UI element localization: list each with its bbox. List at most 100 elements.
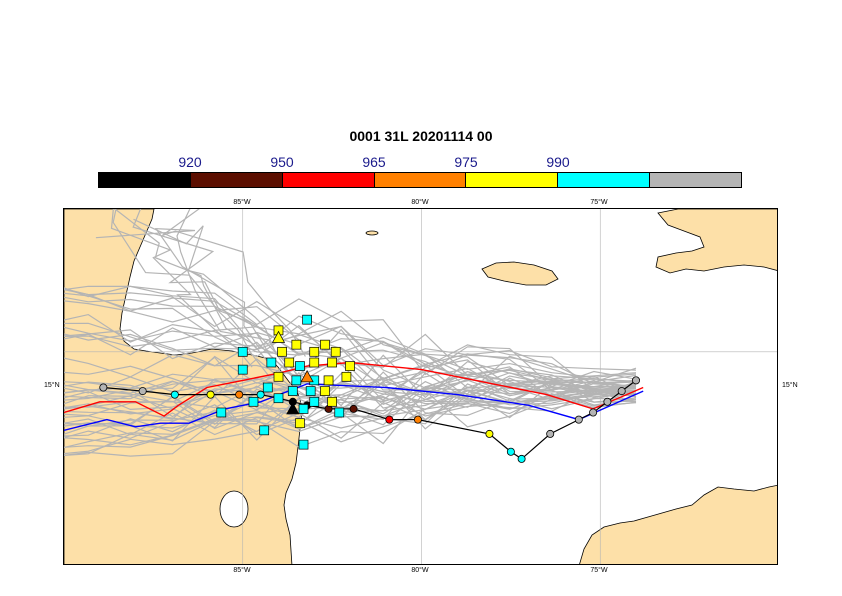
track-point [603,397,612,406]
ensemble-square [266,357,277,368]
ensemble-square [284,357,295,368]
ensemble-track [64,382,637,455]
track-point [574,415,583,424]
island-land [365,230,379,236]
land-layer [64,209,777,564]
ensemble-track [114,209,272,366]
ensemble-square [341,371,352,382]
track-point [99,383,108,392]
track-point [632,376,641,385]
ensemble-square [298,439,309,450]
colorbar-label: 950 [270,154,294,170]
ensemble-triangle [286,402,300,415]
ensemble-triangle [271,330,286,343]
colorbar-segment [374,173,467,187]
ensemble-track [133,218,301,372]
lake-nicaragua [219,490,249,528]
ensemble-square [320,386,330,396]
ensemble-square [345,361,355,371]
ensemble-square [309,346,320,357]
ensemble-square [330,346,341,357]
ensemble-square [237,364,248,375]
graticule [64,209,777,564]
colorbar-label: 920 [178,154,202,170]
ensemble-track [64,380,637,457]
track-point [546,429,555,438]
ensemble-square [259,425,270,436]
track-point [506,447,515,456]
blue-track [64,383,644,431]
ensemble-track [64,292,637,404]
ensemble-square [291,375,302,386]
ensemble-square [327,357,337,368]
colorbar-segment [190,173,283,187]
ensemble-square [277,346,287,357]
ensemble-square [291,339,302,350]
colorbar-label: 965 [362,154,386,170]
ensemble-track [64,326,637,387]
ensemble-square [302,314,312,325]
ensemble-square [320,339,330,350]
ensemble-track [64,285,637,392]
ensemble-tracks [64,209,637,457]
ensemble-square [237,346,248,357]
colorbar-label: 975 [454,154,478,170]
ensemble-track [95,227,304,385]
ensemble-square [305,386,316,396]
ensemble-square [327,396,337,407]
lon-tick-bottom: 75°W [590,567,608,574]
jamaica-land [481,261,559,286]
track-point [485,429,494,438]
track-point [349,404,358,413]
page-title: 0001 31L 20201114 00 [349,128,493,144]
lon-tick-top: 85°W [233,199,251,206]
colorbar-segment [650,173,742,187]
colorbar-segment [282,173,375,187]
ensemble-track [64,378,637,421]
ensemble-track [132,209,294,376]
colorbar-label: 990 [546,154,570,170]
track-markers [99,314,641,463]
track-point [517,454,526,463]
track-point [589,408,598,417]
lon-tick-bottom: 85°W [233,567,251,574]
ensemble-square [323,375,334,386]
ensemble-square [295,418,305,429]
track-point [256,390,265,399]
ensemble-track [64,300,637,393]
colorbar-segment [558,173,651,187]
track-point [206,390,215,399]
ensemble-square [298,404,309,414]
colorbar-segment [99,173,191,187]
lon-tick-top: 75°W [590,199,608,206]
ensemble-track [64,367,637,449]
ensemble-square [262,382,273,393]
track-point [617,387,626,396]
track-point [235,390,244,399]
ensemble-square [273,371,284,382]
track-point [170,390,179,399]
ensemble-track [112,209,271,378]
track-map [63,208,778,565]
black-track [103,379,637,460]
ensemble-square [309,357,320,368]
ensemble-track [64,389,637,457]
ensemble-track [110,209,253,368]
hispaniola-land [655,209,777,274]
ensemble-square [287,386,298,396]
lat-tick-left: 15°N [44,382,60,389]
colorbar-segment [466,173,559,187]
ensemble-square [334,407,345,418]
map-canvas [64,209,777,564]
ensemble-track [162,209,306,357]
track-point [385,415,394,424]
lat-tick-right: 15°N [782,382,798,389]
lon-tick-bottom: 80°W [411,567,429,574]
ensemble-square [295,361,305,371]
south-america-land [579,484,777,564]
lon-tick-top: 80°W [411,199,429,206]
ensemble-square [273,393,284,404]
ensemble-square [216,407,227,418]
pressure-colorbar [98,172,742,188]
track-point [138,387,147,396]
